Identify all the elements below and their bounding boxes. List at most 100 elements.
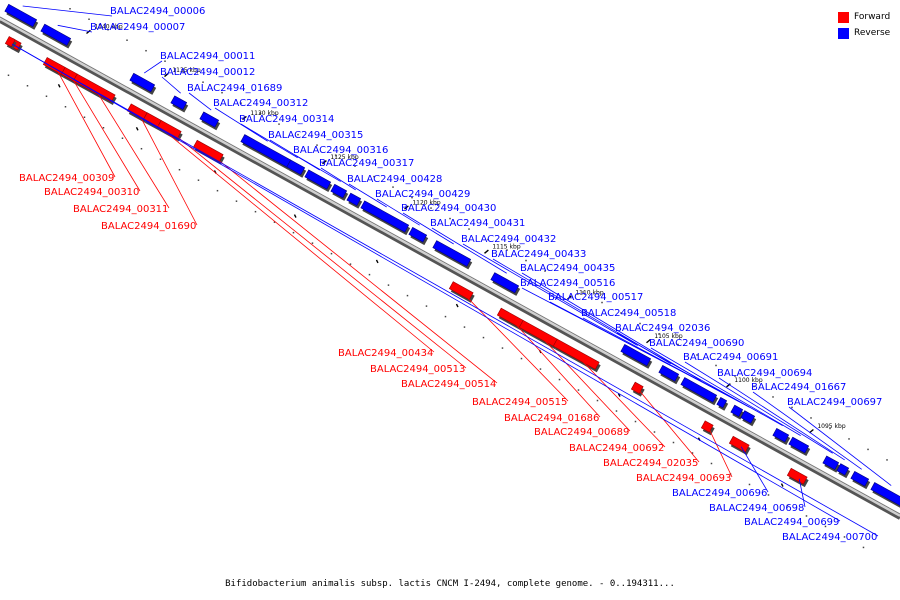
gene-block xyxy=(836,463,850,476)
gene-block xyxy=(786,467,808,485)
leader-line xyxy=(22,5,113,17)
scale-dot xyxy=(140,147,143,150)
reverse-gene xyxy=(822,455,841,473)
gene-block xyxy=(156,120,182,139)
legend-reverse-label: Reverse xyxy=(854,28,891,38)
gene-labels: BALAC2494_00006 BALAC2494_00007 BALAC2494_… xyxy=(11,5,892,543)
reverse-gene xyxy=(360,200,411,236)
reverse-gene xyxy=(330,183,349,201)
backbone-edge xyxy=(0,16,900,515)
scale-dot xyxy=(392,186,394,188)
scale-dot xyxy=(235,200,238,202)
leader-line xyxy=(70,76,141,192)
scale-dot xyxy=(444,315,447,318)
scale-dot xyxy=(425,305,428,307)
forward-gene xyxy=(728,435,751,456)
tick-label: 1095 kbp xyxy=(817,423,845,430)
leader-line xyxy=(240,123,298,159)
scale-dot xyxy=(330,252,333,255)
gene-block xyxy=(850,471,870,487)
scale-dot xyxy=(83,116,86,119)
scale-dot xyxy=(634,420,637,423)
scale-dot xyxy=(501,347,504,349)
gene-label-reverse: BALAC2494_00317 xyxy=(319,158,414,169)
scale-dot xyxy=(710,462,713,465)
gene-label-reverse: BALAC2494_00435 xyxy=(520,263,615,274)
gene-label-forward: BALAC2494_00700 xyxy=(782,532,877,543)
leader-line xyxy=(161,76,181,94)
scale-dot xyxy=(639,322,641,325)
gene-block xyxy=(40,23,72,46)
scale-dot xyxy=(468,228,470,230)
gene-block xyxy=(360,200,410,233)
scale-dot xyxy=(292,231,295,234)
reverse-gene xyxy=(716,397,729,411)
gene-label-reverse: BALAC2494_00691 xyxy=(683,352,778,363)
scale-dot xyxy=(121,137,124,139)
tick-label: 1140 kbp xyxy=(94,24,122,31)
scale-dot xyxy=(102,126,105,129)
scale-dot xyxy=(449,217,451,220)
tick-label: 1105 kbp xyxy=(654,333,682,340)
scale-dot xyxy=(487,238,489,241)
tick-mark xyxy=(375,259,379,264)
gene-label-reverse: BALAC2494_02036 xyxy=(615,323,710,334)
leader-line xyxy=(582,317,750,408)
scale-dot xyxy=(316,144,318,146)
leader-line xyxy=(718,377,845,461)
tick-label: 1115 kbp xyxy=(492,243,520,250)
leader-line xyxy=(16,46,841,522)
gene-label-forward: BALAC2494_01690 xyxy=(101,221,196,232)
scale-dot xyxy=(406,294,409,297)
tick-mark xyxy=(567,295,572,300)
gene-block xyxy=(716,397,728,409)
tick-mark xyxy=(135,127,139,131)
scale-dot xyxy=(311,242,314,244)
tick-mark xyxy=(322,160,327,165)
tick-mark xyxy=(726,383,731,388)
genome-backbone xyxy=(0,7,900,549)
reverse-gene xyxy=(788,436,811,457)
scale-dot xyxy=(862,546,865,549)
gene-block xyxy=(4,3,38,28)
scale-dot xyxy=(297,133,299,136)
scale-dot xyxy=(772,396,774,398)
gene-label-forward: BALAC2494_00309 xyxy=(19,173,114,184)
backbone-shadow xyxy=(0,19,900,520)
tick-mark xyxy=(164,72,169,78)
leader-line xyxy=(294,154,341,182)
reverse-gene xyxy=(620,344,653,369)
gene-label-reverse: BALAC2494_00430 xyxy=(401,203,496,214)
tick-mark xyxy=(617,393,621,397)
reverse-gene xyxy=(199,111,221,131)
scale-dot xyxy=(259,112,261,115)
leader-line xyxy=(11,43,879,537)
scale-dot xyxy=(791,406,793,409)
gene-block xyxy=(432,240,472,267)
scale-dot xyxy=(867,448,869,451)
scale-dot xyxy=(349,263,352,265)
scale-dot xyxy=(368,273,371,276)
leader-line xyxy=(521,272,701,381)
gene-label-forward: BALAC2494_01686 xyxy=(504,413,599,424)
gene-block xyxy=(658,364,680,382)
scale-dot xyxy=(601,301,603,304)
gene-block xyxy=(490,272,520,294)
leader-line xyxy=(57,24,93,33)
gene-label-reverse: BALAC2494_01689 xyxy=(187,83,282,94)
gene-label-reverse: BALAC2494_00006 xyxy=(110,6,205,17)
reverse-gene xyxy=(870,482,900,508)
tick-label: 1110 kbp xyxy=(575,289,603,296)
scale-dot xyxy=(26,85,29,87)
gene-block xyxy=(788,436,810,454)
gene-block xyxy=(304,169,332,190)
gene-label-reverse: BALAC2494_00690 xyxy=(649,338,744,349)
legend-reverse: Reverse xyxy=(838,25,890,41)
leader-line xyxy=(462,292,569,402)
leader-line xyxy=(431,227,507,274)
scale-dot xyxy=(335,154,337,157)
scale-dot xyxy=(69,7,71,10)
scale-dot xyxy=(216,189,219,192)
scale-dot xyxy=(88,18,90,20)
scale-dot xyxy=(525,259,527,262)
